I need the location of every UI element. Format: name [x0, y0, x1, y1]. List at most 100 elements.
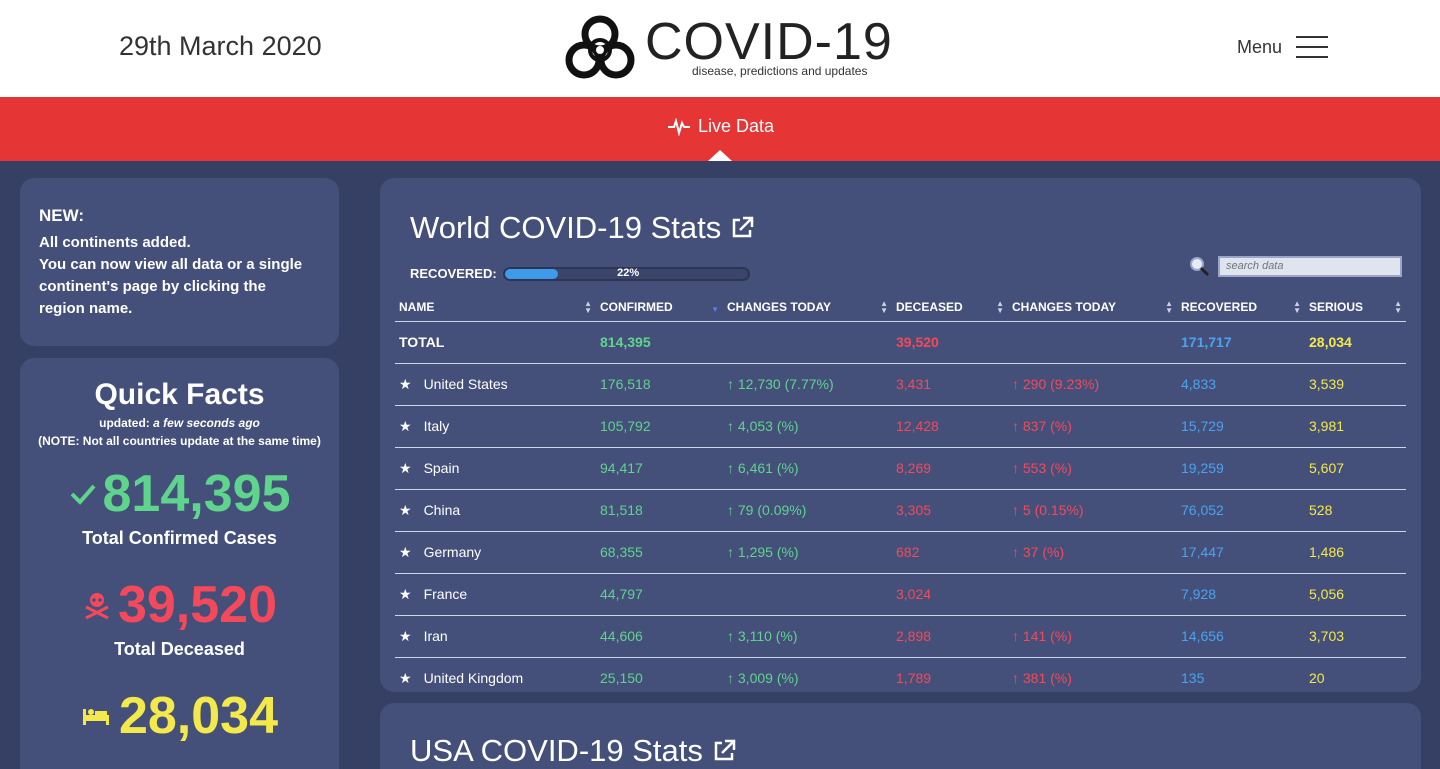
country-name-text[interactable]: Iran — [423, 627, 448, 644]
confirmed-change-cell: ↑ 79 (0.09%) — [723, 489, 892, 532]
recovered-cell: 7,928 — [1177, 573, 1305, 616]
star-icon[interactable]: ★ — [399, 501, 412, 518]
column-header-changes-today[interactable]: CHANGES TODAY ▲ ▼ — [723, 294, 892, 322]
confirmed-label: Total Confirmed Cases — [82, 528, 277, 548]
tab-live-data[interactable]: Live Data — [668, 116, 774, 137]
recovered-cell: 4,833 — [1177, 363, 1305, 406]
star-icon[interactable]: ★ — [399, 459, 412, 476]
deceased-change-cell: ↑ 553 (%) — [1008, 447, 1177, 490]
star-icon[interactable]: ★ — [399, 375, 412, 392]
confirmed-cell: 94,417 — [596, 447, 723, 490]
deceased-cell: 3,431 — [892, 363, 1008, 406]
table-row[interactable]: ★ Germany 68,355 ↑ 1,295 (%) 682 ↑ 37 (%) 17,4… — [395, 531, 1406, 574]
recovered-cell: 15,729 — [1177, 405, 1305, 448]
table-row[interactable]: ★ United States 176,518 ↑ 12,730 (7.77%) 3,4… — [395, 363, 1406, 406]
serious-cell: 5,056 — [1305, 573, 1406, 616]
country-name-text[interactable]: United Kingdom — [423, 669, 524, 686]
recovered-progress-fill — [504, 268, 559, 279]
deceased-cell: 3,024 — [892, 573, 1008, 616]
table-row[interactable]: ★ Spain 94,417 ↑ 6,461 (%) 8,269 ↑ 553 (%) 19,… — [395, 447, 1406, 490]
deceased-value: 39,520 — [117, 576, 278, 634]
country-name[interactable]: ★ Iran — [395, 615, 596, 658]
column-header-confirmed[interactable]: CONFIRMED ▼ — [596, 294, 723, 322]
star-icon[interactable]: ★ — [399, 627, 412, 644]
tab-live-data-label: Live Data — [698, 116, 775, 136]
serious-cell: 1,486 — [1305, 531, 1406, 574]
country-name-text[interactable]: Germany — [423, 543, 482, 560]
table-row[interactable]: ★ Italy 105,792 ↑ 4,053 (%) 12,428 ↑ 837 (%) 1… — [395, 405, 1406, 448]
serious-value: 28,034 — [118, 687, 279, 745]
deceased-cell: 1,789 — [892, 657, 1008, 692]
recovered-progress-row: RECOVERED: 22% — [410, 266, 750, 281]
column-header-deceased[interactable]: DECEASED ▲ ▼ — [892, 294, 1008, 322]
column-header-serious[interactable]: SERIOUS ▲ ▼ — [1305, 294, 1406, 322]
confirmed-value: 814,395 — [102, 465, 291, 523]
recovered-cell: 135 — [1177, 657, 1305, 692]
confirmed-cell: 25,150 — [596, 657, 723, 692]
serious-cell: 528 — [1305, 489, 1406, 532]
country-name[interactable]: ★ Spain — [395, 447, 596, 490]
star-icon[interactable]: ★ — [399, 669, 412, 686]
table-row[interactable]: ★ France 44,797 3,024 7,928 5,056 — [395, 573, 1406, 616]
table-row[interactable]: ★ China 81,518 ↑ 79 (0.09%) 3,305 ↑ 5 (0.15%)… — [395, 489, 1406, 532]
column-header-name[interactable]: NAME ▲ ▼ — [395, 294, 596, 322]
deceased-cell: 8,269 — [892, 447, 1008, 490]
table-row[interactable]: ★ United Kingdom 25,150 ↑ 3,009 (%) 1,789 ↑ 3… — [395, 657, 1406, 692]
updated-text: updated: a few seconds ago — [20, 416, 339, 430]
menu-button[interactable]: Menu — [1237, 36, 1329, 58]
country-name[interactable]: ★ United Kingdom — [395, 657, 596, 692]
country-name-text[interactable]: France — [423, 585, 468, 602]
confirmed-change-cell: ↑ 3,110 (%) — [723, 615, 892, 658]
country-name[interactable]: ★ Italy — [395, 405, 596, 448]
country-name-text[interactable]: Spain — [423, 459, 460, 476]
news-line: region name. — [39, 300, 133, 317]
country-name[interactable]: ★ United States — [395, 363, 596, 406]
search-icon[interactable] — [1188, 255, 1210, 277]
recovered-cell: 14,656 — [1177, 615, 1305, 658]
table-row[interactable]: ★ Iran 44,606 ↑ 3,110 (%) 2,898 ↑ 141 (%) 14,6… — [395, 615, 1406, 658]
world-stats-card: World COVID-19 Stats RECOVERED: 22% NAME… — [380, 178, 1421, 692]
star-icon[interactable]: ★ — [399, 417, 412, 434]
deceased-change-cell: ↑ 290 (9.23%) — [1008, 363, 1177, 406]
search-box — [1188, 255, 1402, 277]
world-stats-title[interactable]: World COVID-19 Stats — [410, 210, 755, 246]
bed-icon — [82, 709, 109, 725]
serious-cell: 20 — [1305, 657, 1406, 692]
sort-icon: ▲ ▼ — [1165, 299, 1173, 315]
confirmed-cell: 44,797 — [596, 573, 723, 616]
confirmed-cell: 44,606 — [596, 615, 723, 658]
external-link-icon[interactable] — [711, 738, 737, 764]
news-text: All continents added. You can now view a… — [39, 232, 320, 320]
usa-stats-card: USA COVID-19 Stats — [380, 703, 1421, 769]
search-input[interactable] — [1218, 255, 1402, 277]
serious-cell: 5,607 — [1305, 447, 1406, 490]
star-icon[interactable]: ★ — [399, 543, 412, 560]
logo-subtitle: disease, predictions and updates — [692, 64, 868, 78]
star-icon[interactable]: ★ — [399, 585, 412, 602]
column-header-recovered[interactable]: RECOVERED ▲ ▼ — [1177, 294, 1305, 322]
quick-facts-title: Quick Facts — [94, 378, 265, 411]
heartbeat-icon — [668, 117, 690, 136]
country-name-text[interactable]: China — [423, 501, 461, 518]
sort-icon: ▲ ▼ — [880, 299, 888, 315]
deceased-cell: 3,305 — [892, 489, 1008, 532]
confirmed-stat: 814,395 — [20, 464, 339, 524]
confirmed-change-cell: ↑ 6,461 (%) — [723, 447, 892, 490]
external-link-icon[interactable] — [729, 215, 755, 241]
country-name[interactable]: ★ China — [395, 489, 596, 532]
column-header-changes-today[interactable]: CHANGES TODAY ▲ ▼ — [1008, 294, 1177, 322]
total-serious: 28,034 — [1305, 321, 1406, 364]
serious-cell: 3,981 — [1305, 405, 1406, 448]
confirmed-change-cell: ↑ 3,009 (%) — [723, 657, 892, 692]
update-note: (NOTE: Not all countries update at the s… — [38, 434, 321, 448]
deceased-change-cell: ↑ 381 (%) — [1008, 657, 1177, 692]
country-name[interactable]: ★ Germany — [395, 531, 596, 574]
country-name-text[interactable]: United States — [423, 375, 508, 392]
country-name[interactable]: ★ France — [395, 573, 596, 616]
site-header: 29th March 2020 COVID-19 disease, predic… — [0, 0, 1440, 97]
usa-stats-title[interactable]: USA COVID-19 Stats — [410, 733, 737, 769]
country-name-text[interactable]: Italy — [423, 417, 450, 434]
biohazard-icon — [565, 15, 635, 79]
table-total-row: TOTAL 814,395 39,520 171,717 28,034 — [395, 321, 1406, 364]
confirmed-change-cell: ↑ 12,730 (7.77%) — [723, 363, 892, 406]
